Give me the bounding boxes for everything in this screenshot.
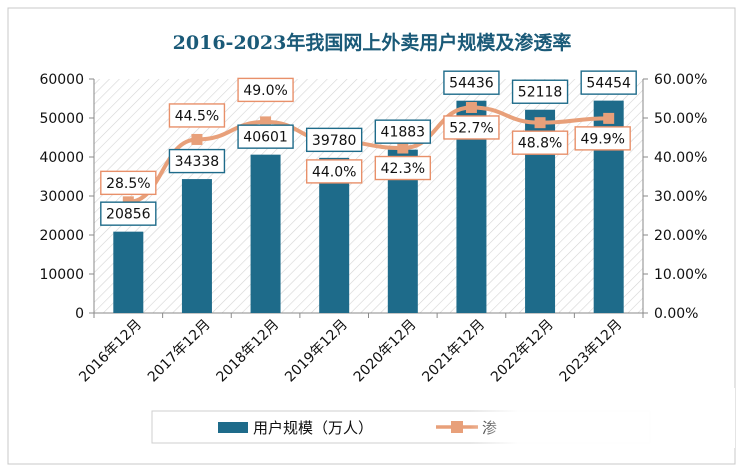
y-right-tick-label: 30.00% xyxy=(654,189,707,205)
y-left-tick-label: 30000 xyxy=(39,189,84,205)
line-value-label-box xyxy=(511,130,569,155)
bar-value-label-box xyxy=(168,148,226,174)
line-value-label-box xyxy=(168,103,226,128)
line-value-label-box xyxy=(100,170,157,196)
bar xyxy=(250,154,281,313)
y-left-tick-label: 40000 xyxy=(39,150,84,166)
chart-title: 2016-2023年我国网上外卖用户规模及渗透率 xyxy=(173,31,572,54)
legend-bar-label: 用户规模（万人） xyxy=(253,419,373,437)
y-right-tick-label: 0.00% xyxy=(654,306,698,322)
bar xyxy=(113,231,144,313)
bar-value-label: 40601 xyxy=(243,130,288,146)
line-value-label-group: 28.5% xyxy=(100,170,157,196)
bar-value-label: 41883 xyxy=(381,125,426,141)
line-value-label-group: 42.3% xyxy=(374,155,432,181)
bar-value-label-group: 41883 xyxy=(374,119,432,144)
line-value-label-group: 44.0% xyxy=(305,159,363,184)
bar-value-label: 54454 xyxy=(586,76,631,92)
y-left-tick-label: 20000 xyxy=(39,228,84,244)
bar-value-label-group: 52118 xyxy=(511,79,569,104)
bar-value-label-box xyxy=(237,124,294,149)
y-right-tick-label: 50.00% xyxy=(654,111,707,127)
line-value-label: 42.3% xyxy=(381,161,425,177)
y-left-tick-label: 0 xyxy=(75,306,84,322)
line-point xyxy=(397,142,409,154)
line-point xyxy=(260,116,272,128)
bar-value-label-box xyxy=(100,201,157,226)
legend-bar-swatch xyxy=(218,422,248,433)
y-right-tick-label: 40.00% xyxy=(654,150,707,166)
data-labels: 20856 34338 40601 39780 41883 54436 52118 54454… xyxy=(100,70,637,226)
line-value-label: 28.5% xyxy=(106,176,150,192)
bar-value-label: 54436 xyxy=(449,76,494,92)
bar-value-label: 39780 xyxy=(312,133,357,149)
line-point xyxy=(465,101,477,113)
line-value-label-group: 48.8% xyxy=(511,130,569,155)
y-left-tick-label: 50000 xyxy=(39,111,84,127)
bar-value-label-group: 54436 xyxy=(443,70,500,95)
line-value-label-group: 52.7% xyxy=(443,115,500,140)
bar-value-label: 20856 xyxy=(106,207,151,223)
bar-value-label-group: 34338 xyxy=(168,148,226,174)
line-value-label-group: 49.0% xyxy=(237,77,294,103)
line-point xyxy=(603,112,615,124)
bar-value-label-group: 39780 xyxy=(305,127,363,153)
bar xyxy=(181,179,212,313)
y-right-tick-label: 20.00% xyxy=(654,228,707,244)
line-value-label-box xyxy=(305,159,363,184)
y-right-tick-label: 60.00% xyxy=(654,72,707,88)
line-value-label-box xyxy=(443,115,500,140)
bar-value-label-box xyxy=(443,70,500,95)
y-left-tick-label: 10000 xyxy=(39,267,84,283)
line-value-label: 49.0% xyxy=(243,83,287,99)
line-value-label: 48.8% xyxy=(518,136,562,152)
bar-value-label-box xyxy=(511,79,569,104)
bar-value-label-group: 54454 xyxy=(580,70,637,95)
line-value-label-box xyxy=(237,77,294,103)
bar-value-label: 52118 xyxy=(518,85,563,101)
line-point xyxy=(534,117,546,129)
bar-value-label-box xyxy=(374,119,432,144)
bar-value-label-box xyxy=(305,127,363,153)
y-left-tick-label: 60000 xyxy=(39,72,84,88)
fade-overlay xyxy=(470,388,735,448)
line-value-label: 52.7% xyxy=(449,120,493,136)
bar xyxy=(319,157,350,313)
line-value-label: 49.9% xyxy=(580,131,624,147)
line-value-label-box xyxy=(574,126,631,151)
line-value-label: 44.0% xyxy=(312,164,356,180)
bar-value-label: 34338 xyxy=(175,154,220,170)
line-value-label-group: 49.9% xyxy=(574,126,631,151)
legend-line-marker xyxy=(451,421,463,433)
bar-value-label-group: 40601 xyxy=(237,124,294,149)
line-point xyxy=(191,133,203,145)
bar-value-label-box xyxy=(580,70,637,95)
line-value-label-group: 44.5% xyxy=(168,103,226,128)
bar-value-label-group: 20856 xyxy=(100,201,157,226)
line-value-label-box xyxy=(374,155,432,181)
y-right-tick-label: 10.00% xyxy=(654,267,707,283)
line-value-label: 44.5% xyxy=(175,108,219,124)
